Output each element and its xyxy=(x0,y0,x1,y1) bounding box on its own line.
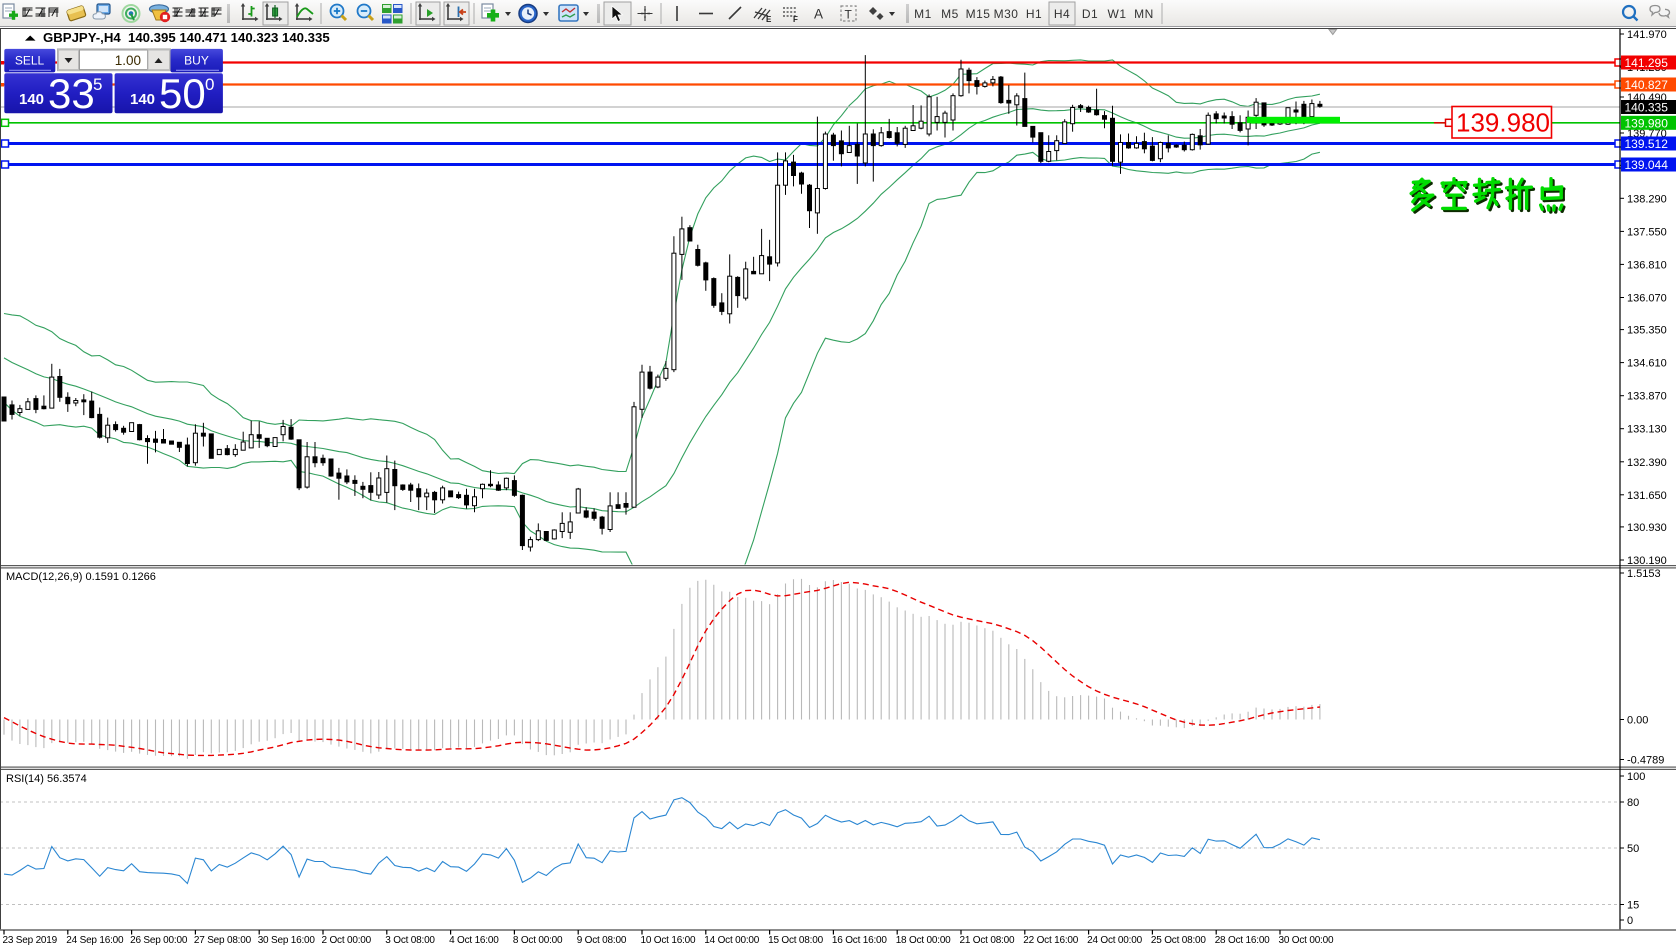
svg-text:138.290: 138.290 xyxy=(1627,193,1667,205)
svg-text:141.295: 141.295 xyxy=(1625,56,1669,70)
svg-text:135.350: 135.350 xyxy=(1627,325,1667,337)
svg-text:MACD(12,26,9) 0.1591 0.1266: MACD(12,26,9) 0.1591 0.1266 xyxy=(6,571,156,583)
svg-text:25 Oct 08:00: 25 Oct 08:00 xyxy=(1151,935,1206,946)
svg-text:-0.4789: -0.4789 xyxy=(1627,755,1664,767)
svg-text:3 Oct 08:00: 3 Oct 08:00 xyxy=(385,935,435,946)
svg-text:27 Sep 08:00: 27 Sep 08:00 xyxy=(194,935,252,946)
svg-text:4 Oct 16:00: 4 Oct 16:00 xyxy=(449,935,499,946)
svg-text:139.044: 139.044 xyxy=(1625,158,1669,172)
svg-text:140: 140 xyxy=(19,91,44,108)
svg-text:15: 15 xyxy=(1627,900,1639,912)
svg-text:2 Oct 00:00: 2 Oct 00:00 xyxy=(322,935,372,946)
svg-text:0: 0 xyxy=(1627,915,1633,927)
svg-text:H4: H4 xyxy=(1054,7,1070,21)
svg-text:1.00: 1.00 xyxy=(115,53,141,68)
svg-text:H1: H1 xyxy=(1026,7,1042,21)
svg-text:131.650: 131.650 xyxy=(1627,490,1667,502)
svg-text:18 Oct 00:00: 18 Oct 00:00 xyxy=(896,935,951,946)
svg-text:14 Oct 00:00: 14 Oct 00:00 xyxy=(704,935,759,946)
svg-text:139.980: 139.980 xyxy=(1625,116,1669,130)
svg-text:GBPJPY-,H4 140.395 140.471 14: GBPJPY-,H4 140.395 140.471 140.323 140.3… xyxy=(43,30,330,45)
svg-text:133.130: 133.130 xyxy=(1627,424,1667,436)
svg-text:8 Oct 00:00: 8 Oct 00:00 xyxy=(513,935,563,946)
svg-text:24 Oct 00:00: 24 Oct 00:00 xyxy=(1087,935,1142,946)
svg-text:5: 5 xyxy=(93,75,102,94)
svg-text:137.550: 137.550 xyxy=(1627,226,1667,238)
svg-text:M30: M30 xyxy=(994,7,1019,21)
svg-text:30 Sep 16:00: 30 Sep 16:00 xyxy=(258,935,316,946)
svg-text:15 Oct 08:00: 15 Oct 08:00 xyxy=(768,935,823,946)
svg-text:M15: M15 xyxy=(966,7,991,21)
svg-text:130.190: 130.190 xyxy=(1627,555,1667,567)
svg-text:132.390: 132.390 xyxy=(1627,457,1667,469)
svg-text:F: F xyxy=(793,15,798,24)
svg-text:1.5153: 1.5153 xyxy=(1627,568,1661,580)
svg-text:28 Oct 16:00: 28 Oct 16:00 xyxy=(1215,935,1270,946)
svg-text:10 Oct 16:00: 10 Oct 16:00 xyxy=(641,935,696,946)
svg-text:BUY: BUY xyxy=(184,54,209,68)
svg-text:0.00: 0.00 xyxy=(1627,715,1648,727)
svg-text:24 Sep 16:00: 24 Sep 16:00 xyxy=(66,935,124,946)
svg-text:9 Oct 08:00: 9 Oct 08:00 xyxy=(577,935,627,946)
svg-text:100: 100 xyxy=(1627,771,1645,783)
svg-text:33: 33 xyxy=(48,70,95,117)
svg-text:50: 50 xyxy=(159,70,206,117)
svg-text:30 Oct 00:00: 30 Oct 00:00 xyxy=(1279,935,1334,946)
svg-text:E: E xyxy=(766,15,772,24)
svg-text:23 Sep 2019: 23 Sep 2019 xyxy=(3,935,58,946)
svg-text:140.827: 140.827 xyxy=(1625,78,1669,92)
svg-text:M1: M1 xyxy=(914,7,932,21)
svg-text:133.870: 133.870 xyxy=(1627,391,1667,403)
svg-text:W1: W1 xyxy=(1108,7,1127,21)
svg-text:136.070: 136.070 xyxy=(1627,293,1667,305)
svg-text:22 Oct 16:00: 22 Oct 16:00 xyxy=(1023,935,1078,946)
svg-text:139.512: 139.512 xyxy=(1625,137,1669,151)
svg-text:MN: MN xyxy=(1134,7,1154,21)
svg-text:80: 80 xyxy=(1627,797,1639,809)
svg-text:21 Oct 08:00: 21 Oct 08:00 xyxy=(960,935,1015,946)
svg-text:140: 140 xyxy=(130,91,155,108)
svg-text:RSI(14) 56.3574: RSI(14) 56.3574 xyxy=(6,773,87,785)
svg-text:A: A xyxy=(814,7,823,22)
svg-text:16 Oct 16:00: 16 Oct 16:00 xyxy=(832,935,887,946)
svg-text:50: 50 xyxy=(1627,843,1639,855)
svg-text:141.970: 141.970 xyxy=(1627,29,1667,41)
svg-text:D1: D1 xyxy=(1082,7,1098,21)
svg-text:139.980: 139.980 xyxy=(1456,108,1550,138)
svg-text:130.930: 130.930 xyxy=(1627,522,1667,534)
svg-text:134.610: 134.610 xyxy=(1627,358,1667,370)
svg-text:SELL: SELL xyxy=(15,54,45,68)
svg-text:26 Sep 00:00: 26 Sep 00:00 xyxy=(130,935,188,946)
svg-text:140.335: 140.335 xyxy=(1625,101,1669,115)
svg-text:T: T xyxy=(845,8,853,22)
svg-text:0: 0 xyxy=(205,75,214,94)
svg-text:M5: M5 xyxy=(941,7,959,21)
svg-text:136.810: 136.810 xyxy=(1627,259,1667,271)
